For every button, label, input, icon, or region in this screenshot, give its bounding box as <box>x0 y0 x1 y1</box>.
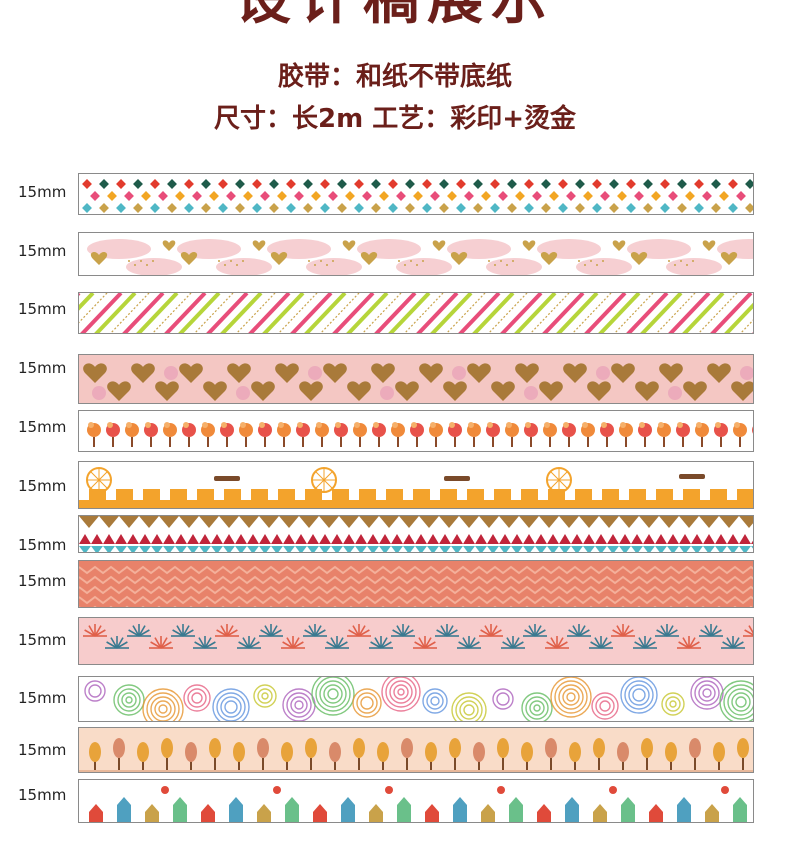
stripe-pattern-graphic <box>79 293 753 333</box>
tape-width-label: 15mm <box>18 359 67 377</box>
diamond-pattern-graphic <box>82 179 753 213</box>
tape-width-label: 15mm <box>18 477 67 495</box>
tape-width-label: 15mm <box>18 418 67 436</box>
tape-pattern-triangles <box>78 515 754 553</box>
tape-width-label: 15mm <box>18 631 67 649</box>
city-pattern-graphic <box>89 786 747 822</box>
leaf-pattern-graphic <box>83 624 753 649</box>
tape-pattern-clouds <box>78 232 754 276</box>
tape-pattern-skyline <box>78 461 754 509</box>
material-line: 胶带：和纸不带底纸 <box>277 62 512 92</box>
tape-pattern-leaves <box>78 617 754 665</box>
tape-width-label: 15mm <box>18 786 67 804</box>
tape-pattern-diamonds <box>78 173 754 215</box>
spec-line: 尺寸：长2m 工艺：彩印+烫金 <box>213 104 577 134</box>
tape-width-label: 15mm <box>18 741 67 759</box>
tape-pattern-autumn <box>78 727 754 773</box>
autumn-tree-pattern-graphic <box>79 738 753 772</box>
page-title: 设计稿展示 <box>0 0 790 30</box>
tape-width-label: 15mm <box>18 300 67 318</box>
tape-pattern-circles <box>78 676 754 722</box>
tape-pattern-chevron <box>78 560 754 608</box>
tape-pattern-hearts <box>78 354 754 404</box>
tree-pattern-graphic <box>87 422 753 447</box>
triangle-pattern-graphic <box>79 516 753 552</box>
skyline-pattern-graphic <box>79 467 753 508</box>
tape-width-label: 15mm <box>18 242 67 260</box>
tape-width-label: 15mm <box>18 183 67 201</box>
cloud-heart-pattern-graphic <box>87 239 753 275</box>
tape-width-label: 15mm <box>18 536 67 554</box>
heart-pattern-graphic <box>83 363 753 401</box>
tape-pattern-city <box>78 779 754 823</box>
tape-pattern-trees <box>78 410 754 452</box>
circle-pattern-graphic <box>84 677 753 721</box>
tape-width-label: 15mm <box>18 572 67 590</box>
chevron-pattern-graphic <box>79 565 753 607</box>
tape-width-label: 15mm <box>18 689 67 707</box>
tape-pattern-stripes <box>78 292 754 334</box>
